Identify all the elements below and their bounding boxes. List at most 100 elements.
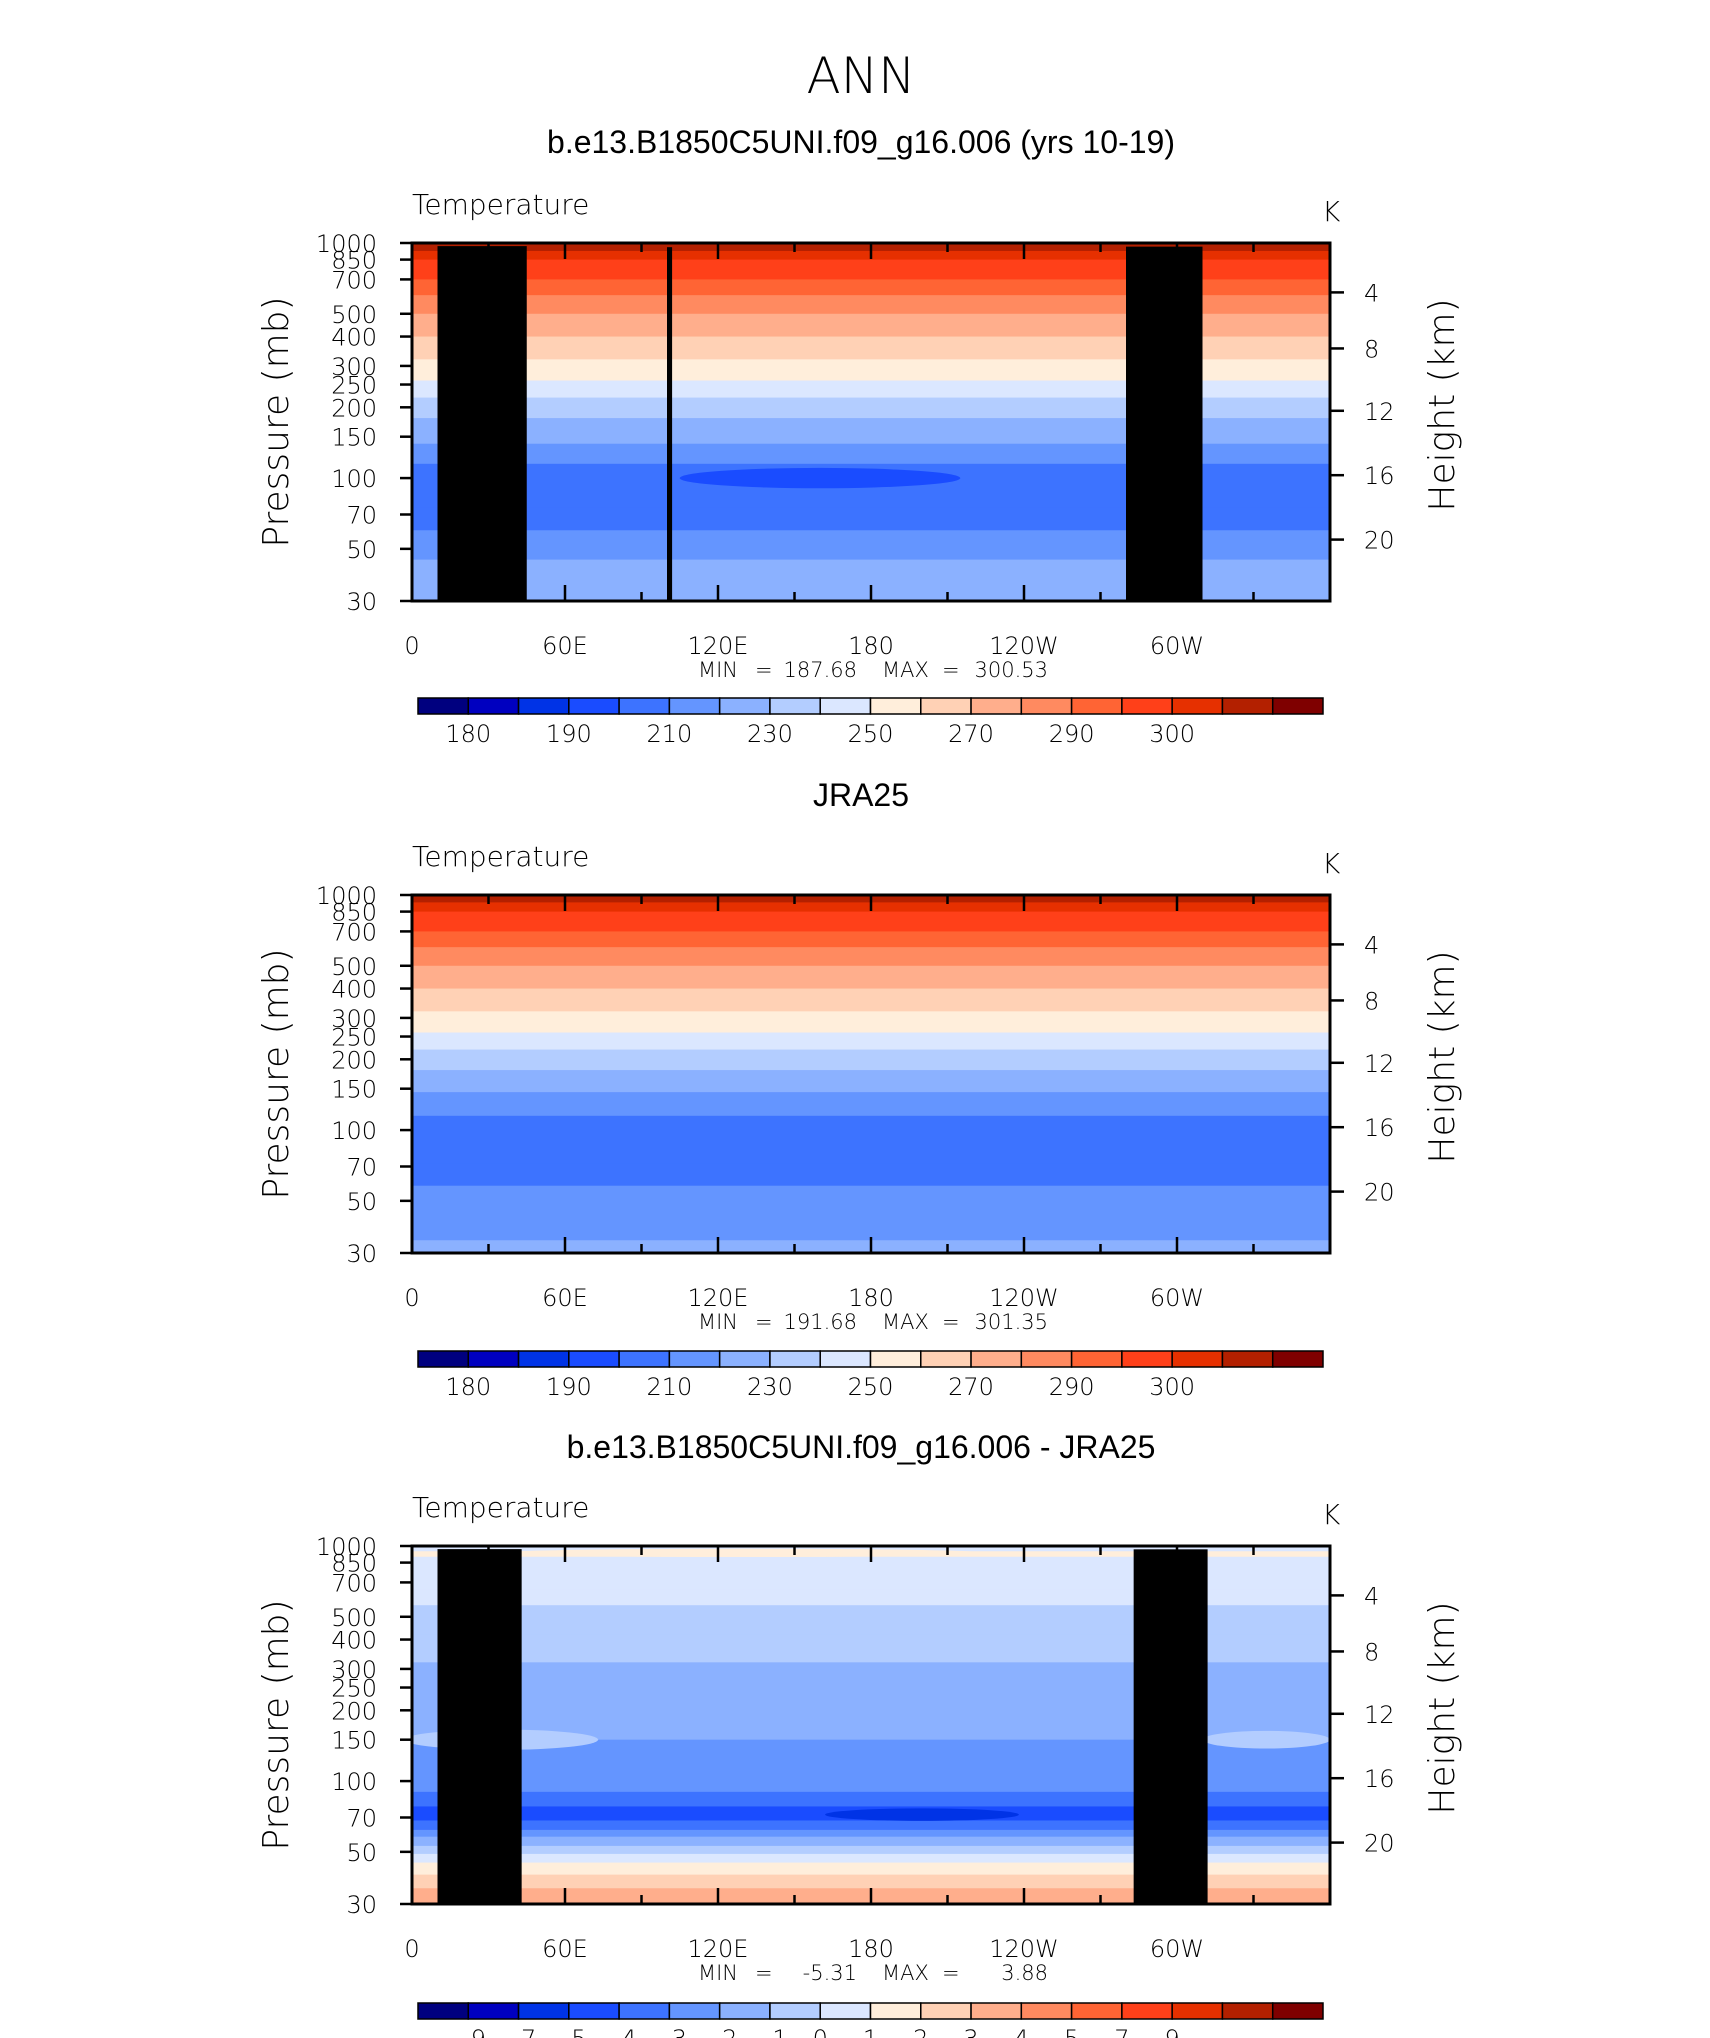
colorbar-label: 230 [747,1373,793,1401]
band [412,1820,1330,1831]
x-tick-label: 120W [989,632,1059,660]
band [412,1011,1330,1034]
min-eq: = [755,1961,773,1985]
y-tick-label: 70 [346,1804,377,1832]
colorbar-swatch [568,2002,620,2020]
band [412,1049,1330,1071]
band [412,359,1330,382]
units-label: K [1322,1498,1341,1531]
colorbar-swatch [819,697,872,715]
max-label: MAX [882,1961,929,1985]
colorbar-swatch [819,2002,872,2020]
y-right-tick-label: 20 [1364,1830,1395,1858]
colorbar-label: 300 [1149,1373,1195,1401]
y-tick-label: 200 [331,1046,377,1074]
plot-area [412,895,1330,1253]
band [412,1771,1330,1793]
x-tick-label: 120E [688,632,749,660]
colorbar-swatch [920,2002,972,2020]
panel-title: b.e13.B1850C5UNI.f09_g16.006 - JRA25 [567,1429,1156,1465]
band [412,443,1330,465]
colorbar-label: −2 [702,2025,737,2038]
min-label: MIN [698,1310,738,1334]
y-right-axis-title: Height (km) [1422,950,1463,1163]
x-tick-label: 120W [989,1935,1059,1963]
y-tick-label: 500 [331,301,377,329]
colorbar-swatch [970,697,1023,715]
band [412,988,1330,1013]
y-axis-title: Pressure (mb) [256,296,297,547]
colorbar-swatch [718,2002,771,2020]
min-value: -5.31 [803,1961,857,1985]
panel-3: b.e13.B1850C5UNI.f09_g16.006 - JRA25 Temp… [256,1429,1463,2038]
colorbar-label: 1 [863,2025,878,2038]
colorbar-swatch [869,697,922,715]
colorbar-swatch [1171,2002,1224,2020]
colorbar-swatch [1221,697,1274,715]
colorbar-swatch [970,2002,1023,2020]
colorbar-swatch [1271,1350,1324,1368]
y-tick-label: 850 [331,247,377,275]
colorbar-label: 5 [1064,2025,1079,2038]
colorbar: 180 190 210 230 250 270 290 300 [417,1350,1324,1401]
colorbar-swatch [1020,2002,1073,2020]
y-tick-label: 300 [331,353,377,381]
y-tick-label: 50 [346,1188,377,1216]
y-tick-label: 50 [346,1839,377,1867]
colorbar-swatch [1121,697,1173,715]
y-right-tick-label: 16 [1364,1114,1395,1142]
colorbar-label: 210 [646,720,692,748]
y-tick-label: 700 [331,1569,377,1597]
band [412,1853,1330,1864]
band [412,336,1330,361]
colorbar-swatch [769,2002,821,2020]
y-right-tick-label: 16 [1364,462,1395,490]
terrain-mask [1126,246,1203,601]
y-tick-label: 50 [346,536,377,564]
band [412,1845,1330,1855]
band [412,1791,1330,1808]
colorbar-swatch [769,1350,821,1368]
colorbar-label: −3 [652,2025,687,2038]
colorbar: −9 −7 −5 −4 −3 −2 −1 0 1 2 3 4 5 7 9 [417,2002,1324,2038]
y-right-tick-label: 12 [1364,1050,1395,1078]
x-tick-label: 60W [1150,632,1204,660]
colorbar-label: 190 [546,720,592,748]
band [412,1836,1330,1847]
colorbar-label: 180 [445,1373,491,1401]
band [412,911,1330,933]
colorbar-swatch [568,697,620,715]
colorbar-label: −7 [501,2025,536,2038]
colorbar-label: 3 [963,2025,978,2038]
terrain-mask [483,250,502,601]
min-eq: = [755,1310,773,1334]
y-tick-label: 1000 [316,230,377,258]
contour-feature [679,467,961,489]
y-right-tick-label: 12 [1364,1701,1395,1729]
colorbar-swatch [668,2002,721,2020]
terrain-mask [480,1553,499,1904]
band [412,965,1330,990]
band [412,507,1330,532]
colorbar-label: 180 [445,720,491,748]
colorbar-label: −5 [551,2025,586,2038]
y-tick-label: 100 [331,465,377,493]
colorbar-label: −9 [451,2025,486,2038]
y-tick-label: 150 [331,1076,377,1104]
min-value: 191.68 [784,1310,857,1334]
colorbar-swatch [417,1350,470,1368]
y-tick-label: 70 [346,1153,377,1181]
colorbar-swatch [1020,697,1073,715]
band [412,1185,1330,1242]
y-tick-label: 200 [331,394,377,422]
y-right-tick-label: 20 [1364,1179,1395,1207]
y-tick-label: 1000 [316,1533,377,1561]
max-value: 3.88 [1001,1961,1048,1985]
band [412,1092,1330,1117]
y-tick-label: 250 [331,1024,377,1052]
y-right-tick-label: 20 [1364,527,1395,555]
band [412,947,1330,967]
y-tick-label: 250 [331,1675,377,1703]
colorbar-swatch [618,1350,671,1368]
terrain-mask [437,1549,522,1904]
